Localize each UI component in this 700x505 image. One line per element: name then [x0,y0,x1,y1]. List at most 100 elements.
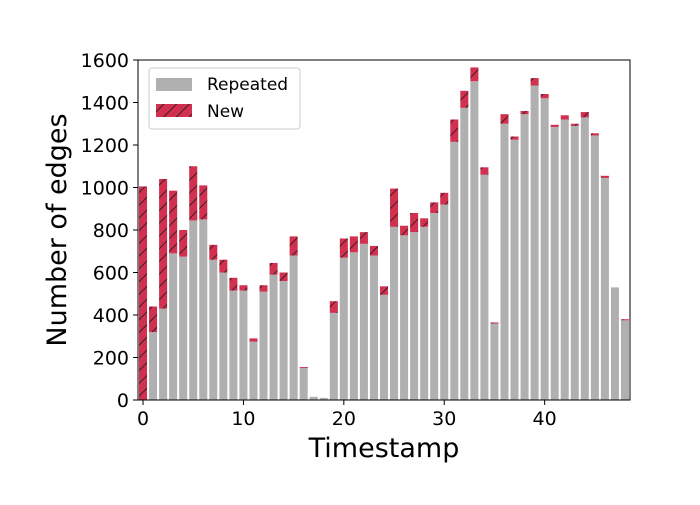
y-tick-label: 200 [93,348,129,370]
bar-repeated [229,290,238,400]
bar-new [349,236,358,253]
bar-new [219,259,228,273]
bar-new [570,123,579,126]
bar-repeated [560,119,569,400]
legend-swatch-new [156,104,192,117]
bar-repeated [420,226,429,400]
x-tick-label: 10 [231,408,255,430]
x-tick-label: 0 [137,408,149,430]
bar-repeated [189,220,198,400]
bar-repeated [349,252,358,400]
bar-new [600,175,609,178]
bar-new [580,112,589,118]
bar-repeated [269,274,278,400]
legend: Repeated New [148,67,301,130]
bar-new [450,119,459,142]
y-tick-label: 800 [93,220,129,242]
bar-repeated [400,235,409,400]
bar-repeated [530,85,539,400]
bar-new [329,301,338,313]
bar-new [379,286,389,295]
bar-repeated [600,177,609,400]
bar-new [530,78,539,86]
bar-repeated [299,368,308,400]
bar-new [229,277,238,291]
bar-repeated [149,332,158,400]
y-tick-label: 600 [93,263,129,285]
bar-new [420,218,429,227]
bar-repeated [390,226,399,400]
bar-new [149,306,158,332]
bar-new [520,111,529,115]
bar-new [510,136,519,140]
y-tick-label: 400 [93,305,129,327]
bar-repeated [490,323,499,400]
bar-repeated [159,308,168,400]
bar-repeated [590,135,599,400]
bar-new [209,244,218,260]
y-tick-label: 1200 [81,135,129,157]
bar-repeated [249,341,258,400]
bar-repeated [199,219,208,400]
bar-repeated [570,125,579,400]
bar-new [410,213,419,233]
bar-new [440,192,449,205]
bar-repeated [219,272,228,400]
bar-repeated [289,255,298,400]
bar-repeated [339,257,348,400]
bar-repeated [239,290,248,400]
bar-repeated [520,114,529,400]
bar-repeated [460,107,469,400]
bar-new [490,322,499,324]
bar-repeated [450,141,459,400]
bar-new [139,186,148,400]
bar-repeated [209,259,218,400]
bar-new [470,67,479,82]
bar-new [359,232,368,244]
y-axis-ticks: 0 200 400 600 800 1000 1200 1400 1600 [81,50,138,412]
bar-new [239,285,248,291]
bar-new [540,94,549,99]
x-axis-ticks: 0 10 20 30 40 [137,400,557,430]
x-tick-label: 20 [332,408,356,430]
bar-repeated [279,281,288,400]
bar-new [480,167,489,175]
bar-repeated [510,139,519,400]
bar-repeated [359,243,368,400]
bar-repeated [369,255,378,400]
y-axis-label: Number of edges [42,113,73,346]
bar-repeated [550,126,559,400]
bar-new [159,179,168,309]
bar-new [400,225,409,236]
bar-repeated [410,232,419,400]
bar-new [560,115,569,120]
bar-new [189,166,198,221]
bar-repeated [319,397,328,400]
bar-new [550,124,559,127]
bar-repeated [309,396,318,400]
bar-new [279,272,288,281]
bar-repeated [480,174,489,400]
bar-new [500,114,509,124]
bar-new [460,90,469,108]
y-tick-label: 0 [117,390,129,412]
bar-new [390,188,399,227]
bar-new [249,338,258,342]
bar-repeated [470,81,479,400]
bar-new [339,238,348,258]
bar-repeated [500,123,509,400]
x-axis-label: Timestamp [308,433,460,464]
y-tick-label: 1000 [81,178,129,200]
bar-new [169,190,178,254]
bar-new [199,185,208,220]
bar-new [289,236,298,256]
bar-new [269,262,278,275]
bar-new [620,319,629,321]
x-tick-label: 30 [432,408,456,430]
bar-repeated [379,294,389,400]
y-tick-label: 1600 [81,50,129,72]
bar-new [369,245,378,256]
bar-repeated [580,117,589,400]
legend-swatch-repeated [156,78,192,91]
